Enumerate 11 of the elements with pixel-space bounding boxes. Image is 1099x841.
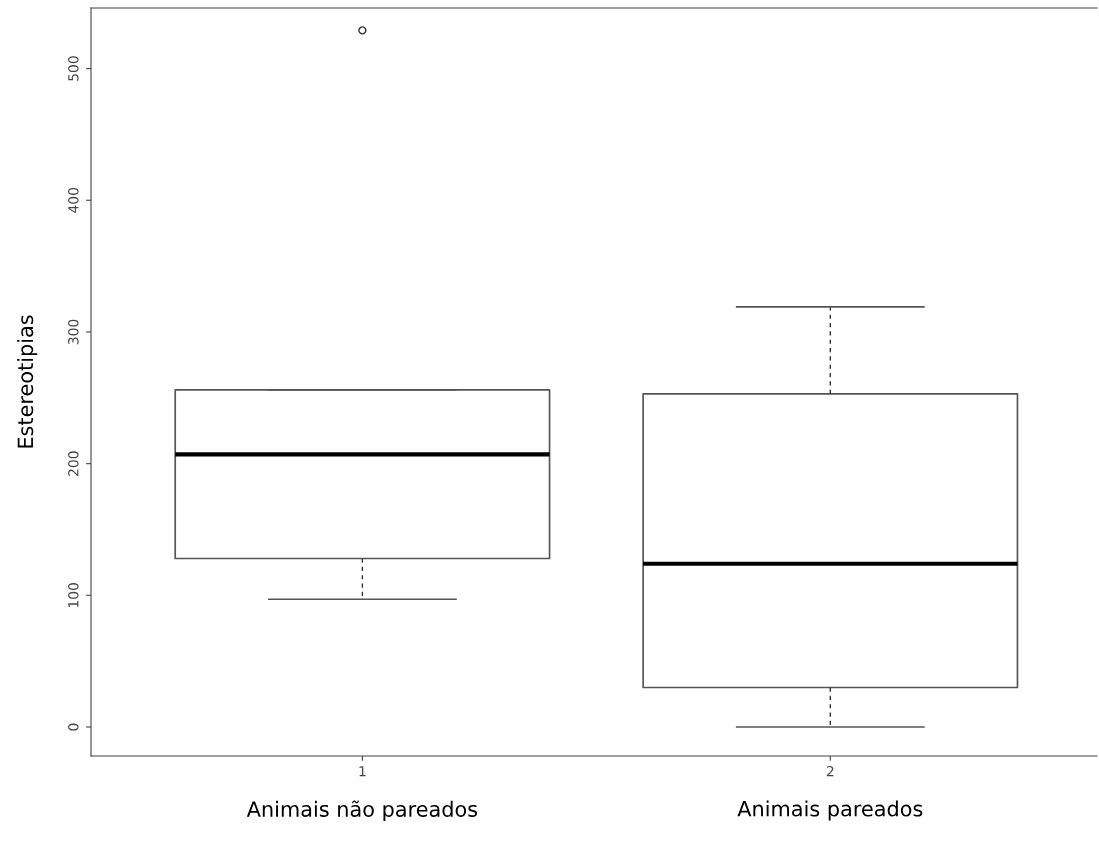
x-tick-label: 1 xyxy=(359,766,366,777)
text: Animais pareados xyxy=(737,800,923,821)
y-tick-label: 100 xyxy=(68,583,79,608)
text: Animais não pareados xyxy=(246,800,478,821)
y-tick-label: 400 xyxy=(68,187,79,213)
y-tick-label: 200 xyxy=(68,451,79,476)
x-tick-label: 2 xyxy=(826,765,834,777)
y-tick-label: 300 xyxy=(68,319,79,345)
y-tick-label: 500 xyxy=(68,56,79,81)
y-tick-label: 0 xyxy=(68,723,79,731)
y-axis-title: Estereotipias xyxy=(17,315,38,448)
